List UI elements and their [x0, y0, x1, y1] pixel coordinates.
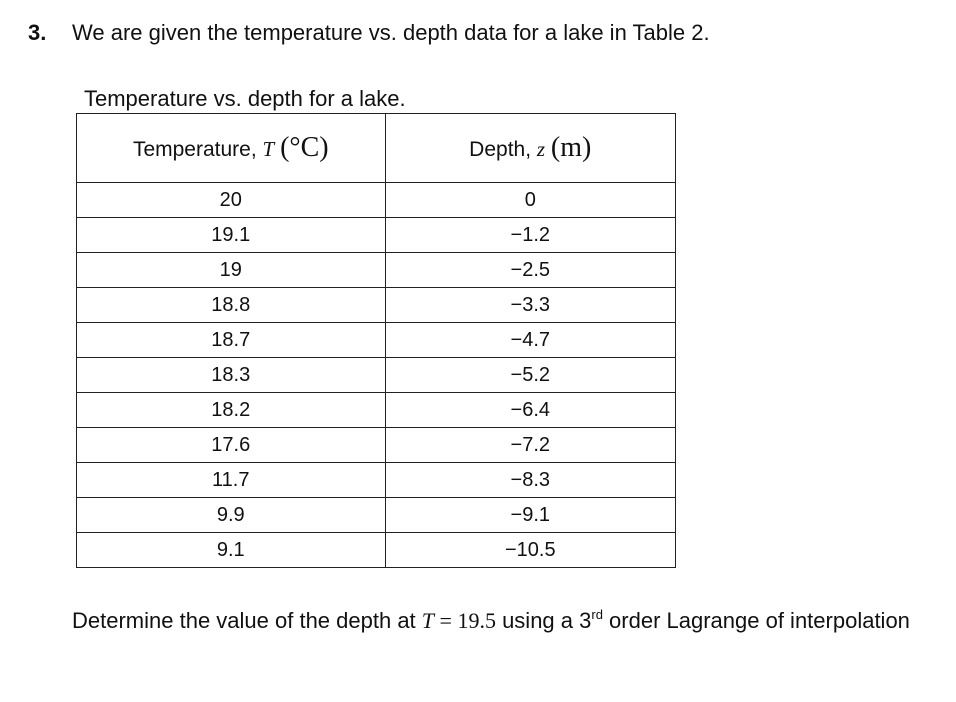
temperature-cell: 9.9	[76, 497, 386, 533]
task-equals: =	[434, 608, 458, 633]
question-line: 3. We are given the temperature vs. depth…	[28, 18, 710, 48]
temperature-symbol: T	[262, 137, 275, 161]
depth-cell: −4.7	[384, 322, 677, 358]
table-row: 18.3 −5.2	[76, 357, 677, 393]
depth-cell: −1.2	[384, 217, 677, 253]
task-statement: Determine the value of the depth at T = …	[72, 604, 932, 637]
temperature-column-header: Temperature, T (°C)	[76, 113, 386, 183]
table-row: 9.1 −10.5	[76, 532, 677, 568]
depth-cell: −9.1	[384, 497, 677, 533]
temperature-cell: 9.1	[76, 532, 386, 568]
task-prefix: Determine the value of the depth at	[72, 608, 422, 633]
task-value: 19.5	[457, 608, 496, 633]
table-row: 18.8 −3.3	[76, 287, 677, 323]
table-row: 19 −2.5	[76, 252, 677, 288]
depth-cell: 0	[384, 182, 677, 218]
depth-cell: −5.2	[384, 357, 677, 393]
question-text: We are given the temperature vs. depth d…	[72, 20, 710, 45]
temperature-cell: 17.6	[76, 427, 386, 463]
table-row: 18.2 −6.4	[76, 392, 677, 428]
temperature-cell: 20	[76, 182, 386, 218]
temperature-cell: 18.8	[76, 287, 386, 323]
depth-unit: (m)	[550, 132, 592, 163]
depth-label: Depth,	[469, 138, 532, 161]
depth-cell: −3.3	[384, 287, 677, 323]
depth-cell: −2.5	[384, 252, 677, 288]
task-suffix: order Lagrange of interpolation	[602, 608, 910, 633]
depth-cell: −6.4	[384, 392, 677, 428]
depth-symbol: z	[536, 137, 546, 161]
temperature-cell: 18.3	[76, 357, 386, 393]
temperature-label: Temperature,	[132, 138, 257, 161]
depth-cell: −10.5	[384, 532, 677, 568]
temperature-unit: (°C)	[280, 132, 329, 163]
temperature-cell: 18.2	[76, 392, 386, 428]
task-superscript: rd	[591, 606, 603, 622]
temperature-cell: 11.7	[76, 462, 386, 498]
task-middle: using a 3	[495, 608, 592, 633]
temperature-cell: 19	[76, 252, 386, 288]
question-number: 3.	[28, 20, 47, 45]
table-header-row: Temperature, T (°C) Depth, z (m)	[76, 113, 677, 183]
depth-cell: −8.3	[384, 462, 677, 498]
depth-column-header: Depth, z (m)	[384, 113, 677, 183]
table-row: 9.9 −9.1	[76, 497, 677, 533]
table-caption: Temperature vs. depth for a lake.	[84, 86, 406, 111]
temperature-depth-table: Temperature, T (°C) Depth, z (m) 20 0 19.…	[76, 113, 677, 568]
table-row: 11.7 −8.3	[76, 462, 677, 498]
table-row: 19.1 −1.2	[76, 217, 677, 253]
table-row: 18.7 −4.7	[76, 322, 677, 358]
depth-cell: −7.2	[384, 427, 677, 463]
task-symbol: T	[421, 608, 435, 633]
temperature-cell: 19.1	[76, 217, 386, 253]
temperature-cell: 18.7	[76, 322, 386, 358]
table-row: 17.6 −7.2	[76, 427, 677, 463]
table-row: 20 0	[76, 182, 677, 218]
